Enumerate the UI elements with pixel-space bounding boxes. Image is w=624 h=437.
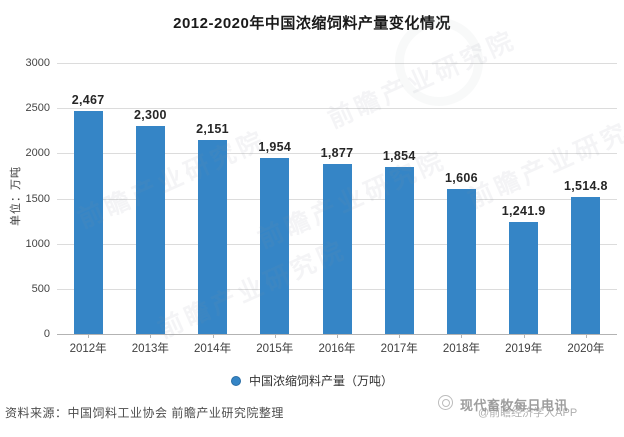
- publisher-watermark: 现代畜牧每日电讯 @前瞻经济学人APP: [438, 393, 624, 433]
- bar-value-label: 1,877: [320, 146, 354, 161]
- x-tick-label: 2016年: [318, 343, 356, 355]
- bar-value-label: 2,467: [71, 93, 105, 108]
- y-tick-label: 3000: [25, 57, 50, 69]
- bar: [73, 111, 103, 334]
- bar: [198, 139, 228, 334]
- watermark-app-text: @前瞻经济学人APP: [478, 407, 578, 419]
- x-tick-label: 2018年: [442, 343, 480, 355]
- bar: [509, 221, 539, 334]
- legend-label: 中国浓缩饲料产量（万吨）: [248, 374, 393, 388]
- bar-value-label: 2,151: [196, 121, 229, 136]
- watermark-publisher-text: 现代畜牧每日电讯: [460, 398, 569, 413]
- bar: [322, 164, 352, 334]
- y-tick-label: 0: [43, 328, 50, 340]
- y-tick-label: 1000: [25, 237, 50, 250]
- x-tick-label: 2013年: [131, 343, 169, 355]
- bar-value-label: 1,241.9: [501, 203, 546, 218]
- x-tick: [88, 334, 90, 338]
- gridline: [57, 108, 617, 110]
- x-tick-label: 2019年: [505, 343, 543, 355]
- x-tick: [337, 334, 338, 338]
- bar-value-label: 1,514.8: [563, 179, 608, 194]
- bar: [446, 188, 476, 334]
- x-tick-label: 2014年: [194, 343, 232, 355]
- bar-value-label: 1,954: [258, 139, 292, 154]
- bar-value-label: 1,606: [445, 170, 478, 185]
- gridline: [57, 63, 617, 64]
- x-tick: [274, 334, 276, 338]
- y-tick-label: 2000: [25, 147, 50, 160]
- x-tick: [150, 334, 152, 338]
- x-tick-label: 2017年: [380, 343, 418, 355]
- x-tick-label: 2012年: [69, 343, 107, 355]
- x-tick: [523, 334, 525, 338]
- plot-area: 2,467 2,300 2,151 1,954 1,877 1,854 1,606 1,241…: [57, 63, 617, 335]
- y-tick-label: 500: [31, 282, 50, 295]
- legend-marker-icon: [230, 375, 241, 386]
- gridline: [57, 153, 617, 155]
- y-tick-label: 1500: [25, 192, 50, 205]
- bar: [260, 157, 290, 334]
- bar-value-label: 2,300: [133, 108, 167, 123]
- source-note: 资料来源：中国饲料工业协会 前瞻产业研究院整理: [5, 406, 284, 420]
- x-tick: [399, 334, 401, 338]
- bar: [571, 197, 601, 334]
- chart-title: 2012-2020年中国浓缩饲料产量变化情况: [173, 15, 451, 32]
- bar-value-label: 1,854: [382, 148, 416, 163]
- publisher-logo-icon: [438, 395, 453, 410]
- x-tick: [461, 334, 463, 338]
- x-tick: [585, 334, 587, 338]
- y-tick-label: 2500: [25, 102, 50, 115]
- x-tick: [212, 334, 214, 338]
- x-tick-label: 2015年: [256, 343, 294, 355]
- bar: [384, 166, 414, 334]
- legend: 中国浓缩饲料产量（万吨）: [0, 372, 624, 389]
- x-tick-label: 2020年: [567, 343, 605, 355]
- bar: [135, 126, 165, 334]
